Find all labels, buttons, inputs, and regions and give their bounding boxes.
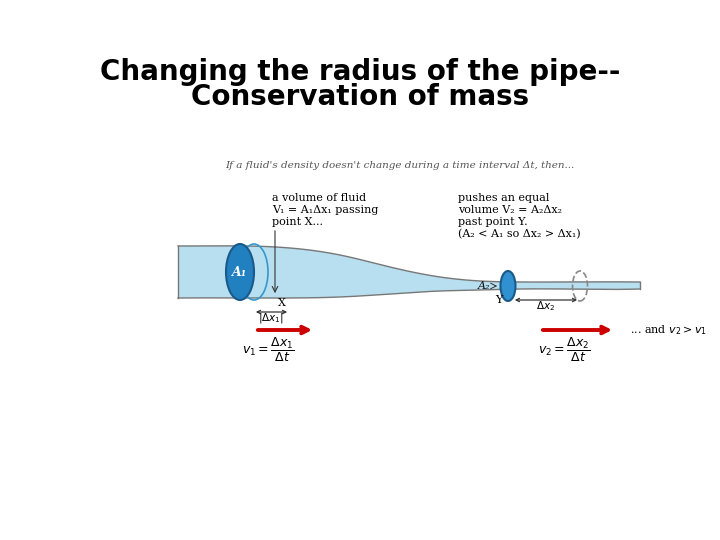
Ellipse shape <box>226 244 254 300</box>
Text: Changing the radius of the pipe--: Changing the radius of the pipe-- <box>100 58 620 86</box>
Text: past point Y.: past point Y. <box>458 217 528 227</box>
Text: $\Delta x_2$: $\Delta x_2$ <box>536 299 556 313</box>
Text: a volume of fluid: a volume of fluid <box>272 193 366 203</box>
Text: X: X <box>278 298 286 308</box>
Text: $v_1 = \dfrac{\Delta x_1}{\Delta t}$: $v_1 = \dfrac{\Delta x_1}{\Delta t}$ <box>242 336 294 364</box>
Polygon shape <box>178 246 640 298</box>
Text: (A₂ < A₁ so Δx₂ > Δx₁): (A₂ < A₁ so Δx₂ > Δx₁) <box>458 229 580 239</box>
Text: A₁: A₁ <box>233 266 248 279</box>
Text: point X...: point X... <box>272 217 323 227</box>
Ellipse shape <box>500 271 516 301</box>
Text: $|\Delta x_1|$: $|\Delta x_1|$ <box>258 311 284 325</box>
Text: If a fluid's density doesn't change during a time interval Δt, then...: If a fluid's density doesn't change duri… <box>225 160 575 170</box>
Text: ... and $v_2 > v_1$: ... and $v_2 > v_1$ <box>629 323 706 337</box>
Text: V₁ = A₁Δx₁ passing: V₁ = A₁Δx₁ passing <box>272 205 379 215</box>
Text: Conservation of mass: Conservation of mass <box>191 83 529 111</box>
Text: pushes an equal: pushes an equal <box>458 193 549 203</box>
Text: A₂: A₂ <box>477 281 490 291</box>
Text: $v_2 = \dfrac{\Delta x_2}{\Delta t}$: $v_2 = \dfrac{\Delta x_2}{\Delta t}$ <box>538 336 590 364</box>
Text: Y: Y <box>495 295 503 305</box>
Text: volume V₂ = A₂Δx₂: volume V₂ = A₂Δx₂ <box>458 205 562 215</box>
